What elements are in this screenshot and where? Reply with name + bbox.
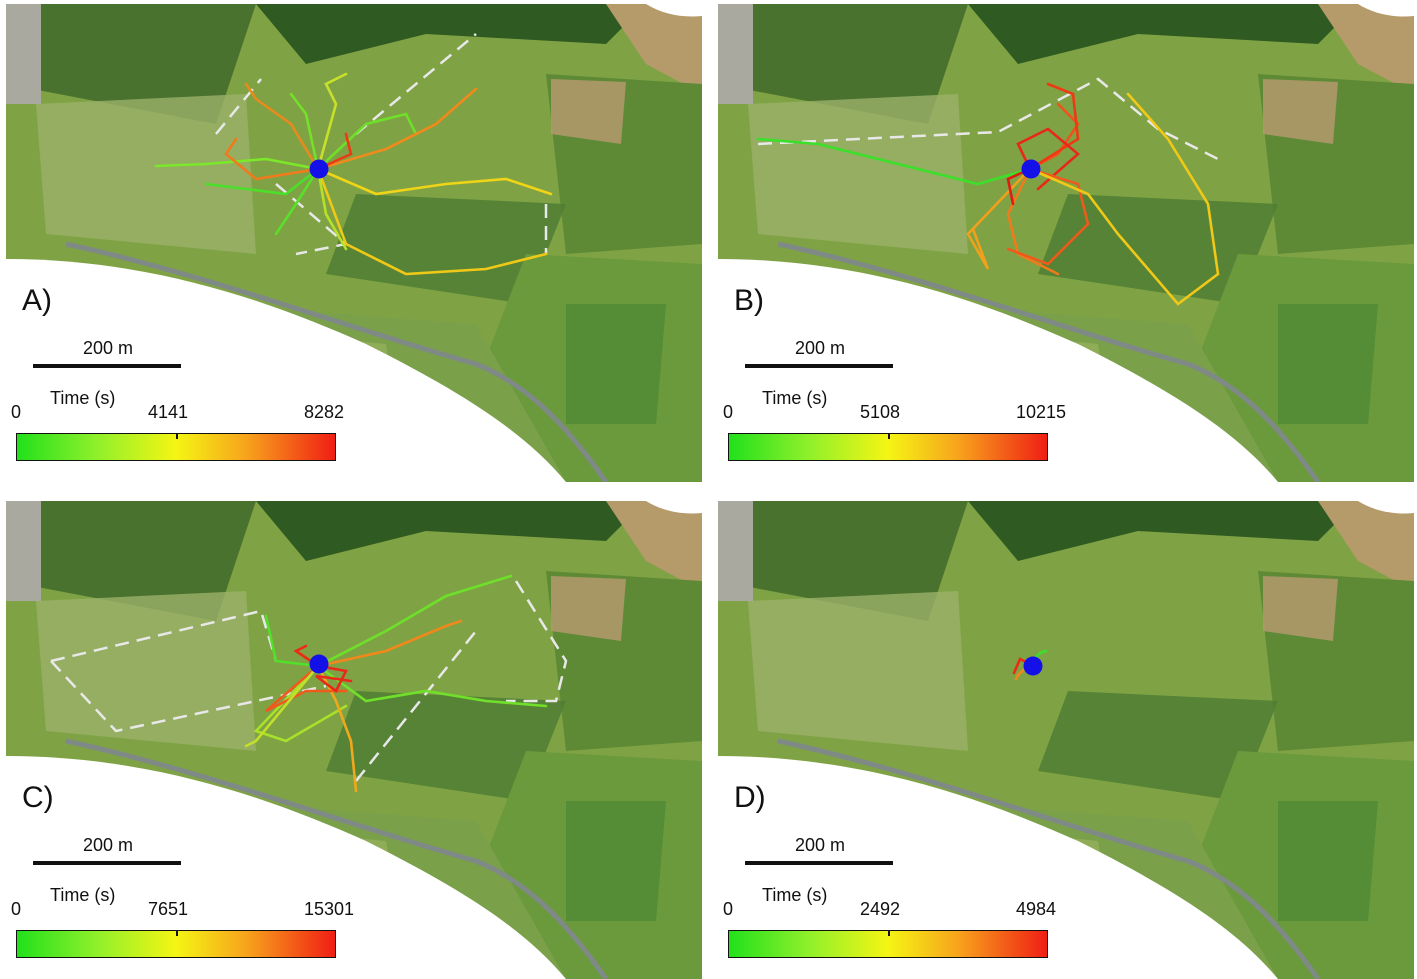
colorbar-mid-tick bbox=[176, 930, 178, 936]
aerial-map bbox=[718, 4, 1414, 482]
colorbar-tick-min: 0 bbox=[723, 899, 734, 919]
release-point-marker bbox=[309, 654, 329, 674]
panel-label: C) bbox=[22, 781, 54, 814]
colorbar-title: Time (s) bbox=[50, 885, 116, 905]
panel-label: D) bbox=[734, 781, 766, 814]
colorbar-tick-max: 8282 bbox=[304, 402, 345, 422]
panel-label: A) bbox=[22, 284, 52, 317]
aerial-map bbox=[718, 501, 1414, 979]
scale-bar-label: 200 m bbox=[794, 338, 846, 358]
scale-bar-label: 200 m bbox=[794, 835, 846, 855]
aerial-map bbox=[6, 501, 702, 979]
panel-label: B) bbox=[734, 284, 764, 317]
colorbar-tick-min: 0 bbox=[723, 402, 734, 422]
colorbar-title: Time (s) bbox=[762, 388, 828, 408]
colorbar-tick-max: 10215 bbox=[1016, 402, 1067, 422]
colorbar-tick-max: 15301 bbox=[304, 899, 355, 919]
colorbar-tick-min: 0 bbox=[11, 402, 22, 422]
scale-bar bbox=[33, 861, 181, 865]
colorbar-tick-mid: 4141 bbox=[148, 402, 189, 422]
colorbar-tick-min: 0 bbox=[11, 899, 22, 919]
scale-bar-label: 200 m bbox=[82, 835, 134, 855]
colorbar-tick-max: 4984 bbox=[1016, 899, 1057, 919]
panel-a: A) 200 m Time (s) 0 4141 8282 bbox=[6, 4, 702, 482]
colorbar-mid-tick bbox=[888, 433, 890, 439]
colorbar-mid-tick bbox=[888, 930, 890, 936]
panel-d: D) 200 m Time (s) 0 2492 4984 bbox=[718, 501, 1414, 979]
colorbar-tick-mid: 5108 bbox=[860, 402, 901, 422]
scale-bar bbox=[745, 364, 893, 368]
scale-bar bbox=[745, 861, 893, 865]
panel-b: B) 200 m Time (s) 0 5108 10215 bbox=[718, 4, 1414, 482]
release-point-marker bbox=[309, 159, 329, 179]
colorbar-tick-mid: 2492 bbox=[860, 899, 901, 919]
colorbar-title: Time (s) bbox=[50, 388, 116, 408]
panel-c: C) 200 m Time (s) 0 7651 15301 bbox=[6, 501, 702, 979]
colorbar-mid-tick bbox=[176, 433, 178, 439]
colorbar-title: Time (s) bbox=[762, 885, 828, 905]
colorbar-tick-mid: 7651 bbox=[148, 899, 189, 919]
release-point-marker bbox=[1023, 656, 1043, 676]
release-point-marker bbox=[1021, 159, 1041, 179]
scale-bar bbox=[33, 364, 181, 368]
aerial-map bbox=[6, 4, 702, 482]
scale-bar-label: 200 m bbox=[82, 338, 134, 358]
